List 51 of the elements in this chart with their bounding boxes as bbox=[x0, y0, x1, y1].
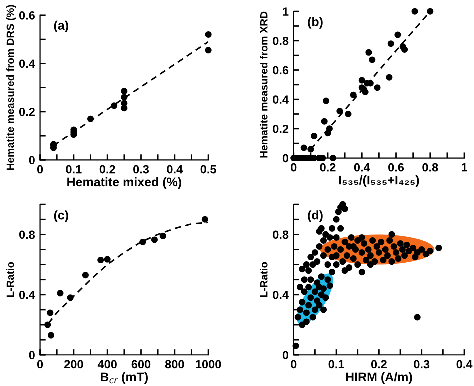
x-tick-label: 0.1 bbox=[66, 165, 82, 174]
x-axis-title: B$_{cr}$ (mT) bbox=[101, 372, 148, 384]
x-axis-title: I₅₃₅/(I₅₃₅+I₄₂₅) bbox=[339, 176, 420, 188]
annotation: (c) bbox=[54, 210, 68, 222]
x-tick-label: 0.4 bbox=[354, 163, 370, 172]
y-tick-label: 0.4 bbox=[19, 290, 36, 300]
y-tick-label: 0.2 bbox=[19, 108, 35, 116]
y-tick-label: 0.8 bbox=[273, 36, 289, 46]
y-tick-label: 0.2 bbox=[273, 124, 289, 134]
y-tick-label: 0.6 bbox=[273, 66, 289, 75]
y-tick-label: 0.8 bbox=[19, 230, 36, 240]
x-tick-label: 0.2 bbox=[371, 360, 387, 369]
x-tick-label: 0.4 bbox=[456, 360, 473, 369]
x-tick-label: 0.4 bbox=[167, 165, 184, 174]
x-tick-label: 0.3 bbox=[414, 360, 430, 369]
x-tick-label: 800 bbox=[165, 360, 184, 369]
x-axis-title: HIRM (A/m) bbox=[346, 372, 412, 384]
x-tick-label: 0.3 bbox=[134, 165, 150, 174]
x-tick-label: 0 bbox=[291, 360, 297, 369]
y-tick-label: 0 bbox=[29, 156, 35, 165]
x-tick-label: 400 bbox=[98, 360, 117, 369]
y-tick-label: 0 bbox=[282, 351, 289, 360]
y-axis-title: Hematite measured from DRS (%) bbox=[6, 5, 16, 170]
x-tick-label: 1 bbox=[462, 164, 468, 172]
y-tick-label: 0 bbox=[29, 351, 35, 360]
x-tick-label: 0 bbox=[291, 163, 297, 172]
y-tick-label: 0.4 bbox=[19, 60, 36, 68]
x-tick-label: 200 bbox=[64, 360, 84, 369]
y-tick-label: 0.6 bbox=[19, 11, 36, 20]
x-tick-label: 0 bbox=[37, 360, 44, 369]
y-axis-title: Hematite measured from XRD bbox=[260, 12, 268, 158]
annotation: (d) bbox=[308, 210, 323, 222]
x-tick-label: 0.5 bbox=[200, 165, 216, 174]
x-tick-label: 0.2 bbox=[100, 165, 116, 174]
x-tick-label: 0.1 bbox=[328, 360, 344, 369]
y-tick-label: 0.4 bbox=[273, 290, 289, 300]
y-tick-label: 0.4 bbox=[273, 96, 289, 104]
x-tick-label: 0 bbox=[37, 165, 44, 174]
x-tick-label: 0.8 bbox=[422, 163, 438, 172]
x-tick-label: 0.2 bbox=[320, 163, 336, 172]
y-tick-label: 1 bbox=[283, 8, 289, 16]
annotation: (b) bbox=[308, 17, 323, 29]
y-axis-title: L-Ratio bbox=[6, 262, 14, 298]
x-tick-label: 1000 bbox=[196, 360, 222, 369]
y-axis-title: L-Ratio bbox=[260, 262, 268, 298]
x-tick-label: 600 bbox=[132, 360, 151, 369]
annotation: (a) bbox=[54, 20, 68, 33]
x-axis-title: Hematite mixed (%) bbox=[68, 177, 182, 190]
y-tick-label: 0.8 bbox=[273, 230, 289, 240]
x-tick-label: 0.6 bbox=[388, 163, 404, 172]
y-tick-label: 0 bbox=[282, 154, 289, 163]
